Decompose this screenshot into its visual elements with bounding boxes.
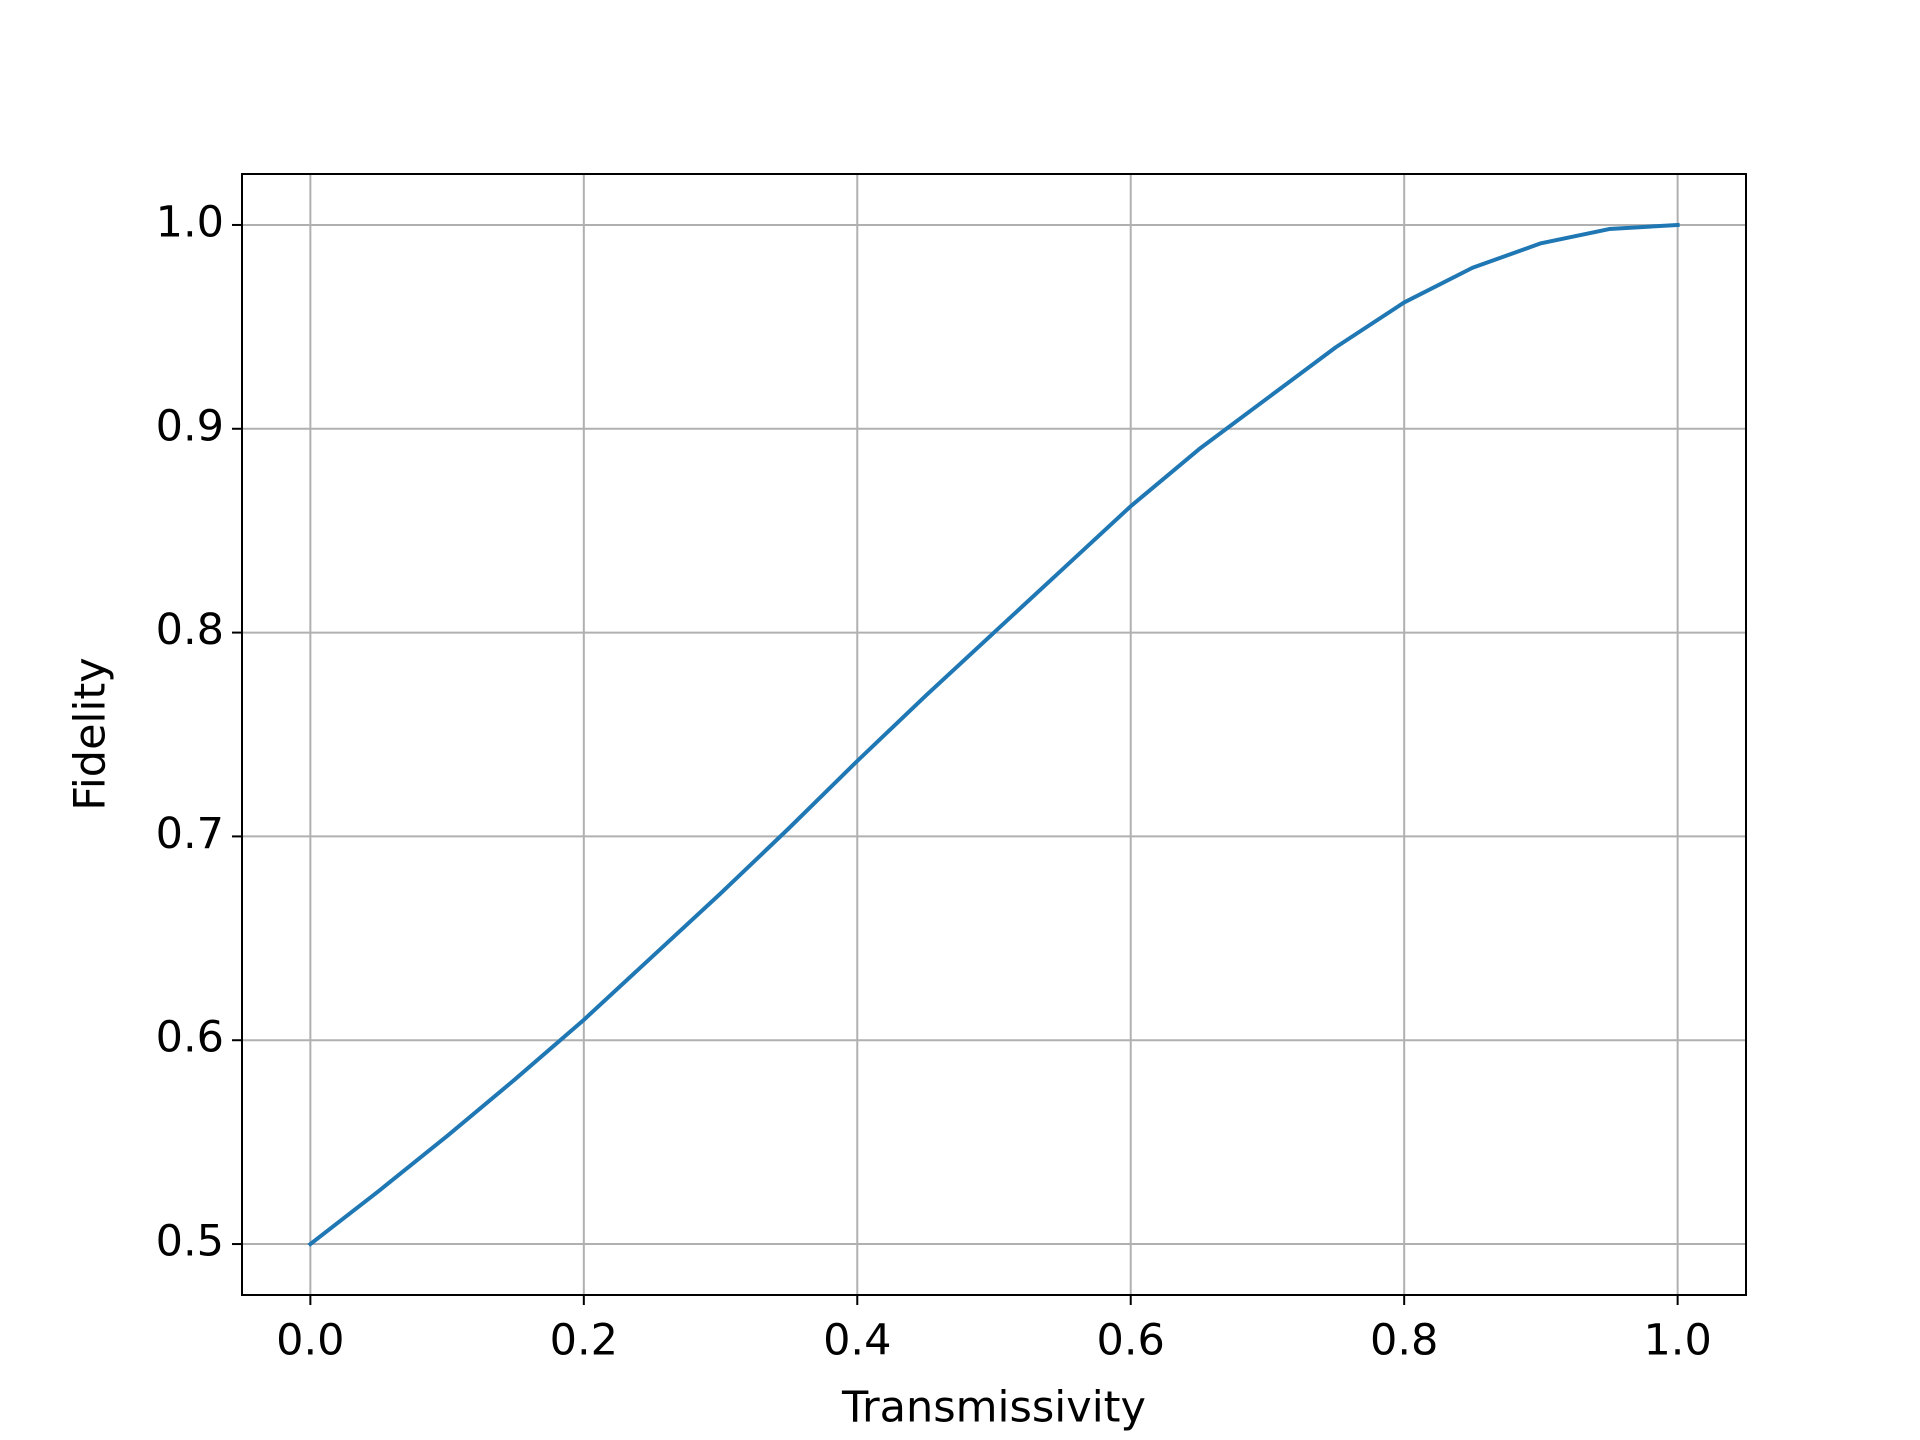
- x-tick-label: 1.0: [1643, 1316, 1711, 1366]
- plot-frame: [241, 173, 1747, 1296]
- y-tick-label: 0.8: [156, 605, 224, 655]
- x-tick-label: 0.2: [550, 1316, 618, 1366]
- y-tick-label: 0.6: [156, 1013, 224, 1063]
- y-tick-label: 0.5: [156, 1217, 224, 1267]
- y-tick-label: 0.9: [156, 401, 224, 451]
- y-tick-label: 1.0: [156, 197, 224, 247]
- y-axis-label: Fidelity: [66, 657, 116, 811]
- x-tick-label: 0.8: [1370, 1316, 1438, 1366]
- y-tick-label: 0.7: [156, 809, 224, 859]
- x-tick-label: 0.0: [276, 1316, 344, 1366]
- x-tick-label: 0.6: [1097, 1316, 1165, 1366]
- line-series: [307, 222, 1680, 1247]
- x-axis-label: Transmissivity: [841, 1383, 1146, 1433]
- x-tick-label: 0.4: [823, 1316, 891, 1366]
